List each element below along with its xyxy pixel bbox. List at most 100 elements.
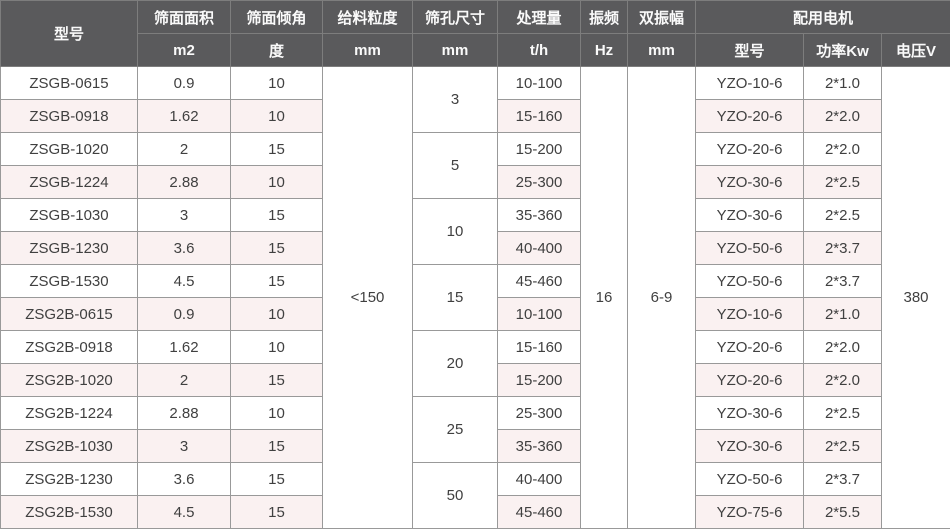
table-row: ZSG2B-1020 2 15 15-200 YZO-20-6 2*2.0 [0, 363, 950, 397]
cell-capacity: 40-400 [497, 231, 581, 265]
cell-mesh-size: 15 [412, 264, 498, 331]
header-amplitude: 双振幅 [627, 0, 696, 34]
table-row: ZSGB-1530 4.5 15 15 45-460 YZO-50-6 2*3.… [0, 264, 950, 331]
cell-model: ZSGB-0615 [0, 66, 138, 100]
table-row: ZSG2B-0615 0.9 10 10-100 YZO-10-6 2*1.0 [0, 297, 950, 331]
cell-motor-power: 2*2.0 [803, 99, 882, 133]
cell-angle: 10 [230, 66, 323, 100]
cell-area: 3 [137, 429, 231, 463]
cell-motor-power: 2*1.0 [803, 66, 882, 100]
cell-motor-model: YZO-50-6 [695, 462, 804, 496]
cell-motor-power: 2*2.0 [803, 363, 882, 397]
cell-angle: 10 [230, 99, 323, 133]
cell-model: ZSGB-1530 [0, 264, 138, 298]
cell-angle: 10 [230, 330, 323, 364]
header-row-1: 型号 筛面面积 筛面倾角 给料粒度 筛孔尺寸 处理量 振频 双振幅 配用电机 [0, 0, 950, 67]
cell-capacity: 25-300 [497, 396, 581, 430]
cell-area: 4.5 [137, 264, 231, 298]
cell-capacity: 45-460 [497, 264, 581, 298]
cell-model: ZSG2B-1230 [0, 462, 138, 496]
cell-amplitude: 6-9 [627, 66, 696, 529]
header-mesh-size: 筛孔尺寸 [412, 0, 498, 34]
cell-voltage: 380 [880, 66, 950, 529]
cell-area: 1.62 [137, 330, 231, 364]
cell-area: 2 [137, 132, 231, 166]
cell-motor-model: YZO-50-6 [695, 231, 804, 265]
cell-angle: 15 [230, 132, 323, 166]
table-row: ZSGB-0918 1.62 10 15-160 YZO-20-6 2*2.0 [0, 99, 950, 133]
cell-mesh-size: 5 [412, 132, 498, 199]
header-motor-model: 型号 [695, 33, 804, 67]
cell-motor-model: YZO-10-6 [695, 297, 804, 331]
header-feed-size-unit: mm [322, 33, 413, 67]
cell-motor-power: 2*2.0 [803, 330, 882, 364]
cell-motor-power: 2*3.7 [803, 462, 882, 496]
cell-capacity: 25-300 [497, 165, 581, 199]
cell-area: 4.5 [137, 495, 231, 529]
table-row: ZSGB-1230 3.6 15 40-400 YZO-50-6 2*3.7 [0, 231, 950, 265]
cell-motor-power: 2*5.5 [803, 495, 882, 529]
cell-motor-power: 2*2.5 [803, 198, 882, 232]
cell-model: ZSGB-1020 [0, 132, 138, 166]
cell-angle: 10 [230, 165, 323, 199]
table-row: ZSGB-1030 3 15 10 35-360 YZO-30-6 2*2.5 [0, 198, 950, 265]
cell-mesh-size: 50 [412, 462, 498, 529]
cell-model: ZSG2B-1224 [0, 396, 138, 430]
cell-motor-power: 2*2.5 [803, 396, 882, 430]
cell-area: 2 [137, 363, 231, 397]
cell-motor-power: 2*1.0 [803, 297, 882, 331]
cell-motor-model: YZO-20-6 [695, 99, 804, 133]
cell-capacity: 15-160 [497, 99, 581, 133]
cell-motor-model: YZO-75-6 [695, 495, 804, 529]
cell-angle: 10 [230, 297, 323, 331]
cell-motor-model: YZO-20-6 [695, 330, 804, 364]
table-row: ZSG2B-1530 4.5 15 45-460 YZO-75-6 2*5.5 [0, 495, 950, 529]
cell-capacity: 35-360 [497, 429, 581, 463]
table-row: ZSGB-1224 2.88 10 25-300 YZO-30-6 2*2.5 [0, 165, 950, 199]
table-row: ZSGB-1020 2 15 5 15-200 YZO-20-6 2*2.0 [0, 132, 950, 199]
table-row: ZSG2B-1030 3 15 35-360 YZO-30-6 2*2.5 [0, 429, 950, 463]
header-row-2: m2 度 mm mm t/h Hz mm 型号 功率Kw 电压V [1, 33, 950, 67]
table-row: ZSG2B-1230 3.6 15 50 40-400 YZO-50-6 2*3… [0, 462, 950, 529]
cell-capacity: 35-360 [497, 198, 581, 232]
cell-model: ZSG2B-1020 [0, 363, 138, 397]
header-screen-area: 筛面面积 [137, 0, 231, 34]
cell-motor-model: YZO-30-6 [695, 165, 804, 199]
cell-angle: 15 [230, 495, 323, 529]
cell-motor-model: YZO-20-6 [695, 132, 804, 166]
cell-model: ZSG2B-1030 [0, 429, 138, 463]
header-motor-voltage: 电压V [880, 33, 950, 67]
header-frequency-unit: Hz [580, 33, 628, 67]
header-motor-power: 功率Kw [803, 33, 882, 67]
cell-motor-model: YZO-50-6 [695, 264, 804, 298]
table-row: ZSGB-0615 0.9 10 <150 3 10-100 16 6-9 YZ… [0, 66, 950, 529]
cell-motor-power: 2*3.7 [803, 264, 882, 298]
header-mesh-size-unit: mm [412, 33, 498, 67]
cell-area: 0.9 [137, 66, 231, 100]
cell-model: ZSG2B-0615 [0, 297, 138, 331]
cell-angle: 15 [230, 264, 323, 298]
cell-area: 2.88 [137, 396, 231, 430]
cell-angle: 15 [230, 231, 323, 265]
cell-frequency: 16 [580, 66, 628, 529]
cell-angle: 15 [230, 198, 323, 232]
cell-area: 2.88 [137, 165, 231, 199]
header-screen-angle-unit: 度 [230, 33, 323, 67]
cell-area: 1.62 [137, 99, 231, 133]
cell-mesh-size: 3 [412, 66, 498, 133]
cell-capacity: 10-100 [497, 297, 581, 331]
cell-capacity: 45-460 [497, 495, 581, 529]
cell-motor-power: 2*2.5 [803, 165, 882, 199]
header-motor-group: 配用电机 [694, 0, 950, 34]
cell-angle: 15 [230, 429, 323, 463]
header-screen-area-unit: m2 [137, 33, 231, 67]
cell-motor-power: 2*2.0 [803, 132, 882, 166]
cell-motor-model: YZO-30-6 [695, 198, 804, 232]
cell-capacity: 15-200 [497, 363, 581, 397]
cell-area: 0.9 [137, 297, 231, 331]
cell-capacity: 15-160 [497, 330, 581, 364]
cell-model: ZSG2B-0918 [0, 330, 138, 364]
cell-capacity: 40-400 [497, 462, 581, 496]
header-capacity-unit: t/h [497, 33, 581, 67]
